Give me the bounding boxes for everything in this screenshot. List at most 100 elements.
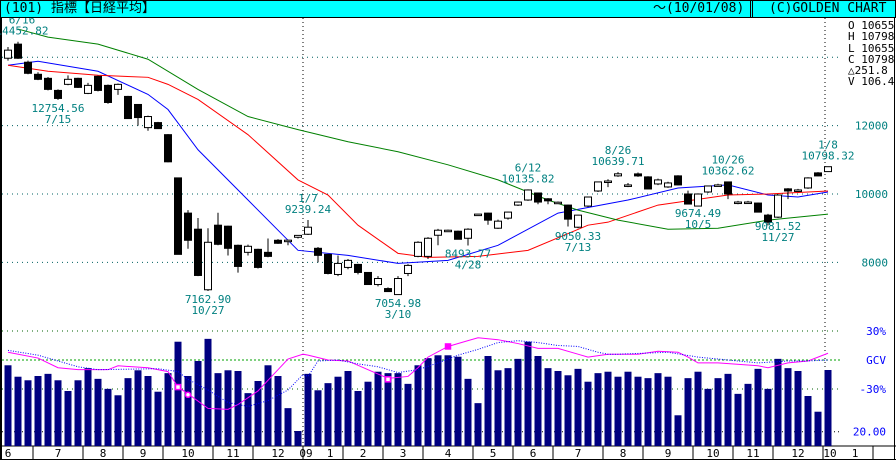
volume-bar [634, 376, 642, 446]
volume-bar [84, 368, 92, 446]
month-label: 1 [852, 447, 859, 460]
month-label: 9 [140, 447, 147, 460]
candle-down [234, 244, 242, 267]
candle-up [84, 84, 92, 94]
change-value: △251.8 [848, 64, 888, 78]
candle-up [794, 189, 802, 192]
volume-bar [354, 391, 362, 446]
price-annotation: 10798.32 [802, 150, 855, 163]
month-label: 10 [823, 447, 836, 460]
volume-bar [794, 371, 802, 446]
volume-bar [664, 376, 672, 446]
volume-bar [494, 370, 502, 446]
moving-average-line [17, 28, 829, 230]
volume-bar [814, 411, 822, 446]
candle-down [274, 239, 282, 244]
candle-up [444, 229, 452, 233]
volume-bar [644, 378, 652, 446]
moving-average-line [7, 64, 829, 258]
price-annotation: 8/26 [605, 144, 632, 157]
price-tick-label: 10000 [855, 188, 888, 201]
candle-down [134, 103, 142, 119]
volume-bar [74, 380, 82, 446]
volume-bar [824, 370, 832, 446]
title-bar: (101) 指標【日経平均】 〜(10/01/08) (C)GOLDEN CHA… [0, 0, 896, 18]
price-annotation: 9050.33 [555, 230, 601, 243]
candle-up [584, 196, 592, 207]
volume-bar [44, 373, 52, 446]
volume-bar [214, 373, 222, 446]
open-value: O 10655 [848, 19, 895, 32]
volume-bar [274, 376, 282, 446]
price-annotation: 10/27 [191, 304, 224, 317]
price-annotation: 1/8 [818, 139, 838, 152]
volume-bar [784, 368, 792, 446]
volume-bar [364, 381, 372, 446]
high-value: H 10798 [848, 30, 895, 44]
volume-bar [514, 358, 522, 446]
candle-down [484, 212, 492, 221]
gcv-cross-marker [174, 383, 182, 391]
volume-bar [104, 388, 112, 446]
volume-value: V 106.4 [848, 75, 895, 89]
volume-tick-label: 20.00 [853, 426, 886, 439]
candle-up [424, 237, 432, 257]
volume-bar [324, 383, 332, 446]
volume-bar [724, 373, 732, 446]
month-label: 4 [445, 447, 452, 460]
candle-up [334, 262, 342, 275]
month-label: 09 [299, 447, 312, 460]
candle-up [804, 177, 812, 189]
volume-bar [654, 373, 662, 446]
price-annotation: 14452.82 [0, 25, 48, 38]
month-label: 3 [400, 447, 407, 460]
candle-down [104, 84, 112, 103]
volume-bar [384, 373, 392, 446]
candle-up [654, 179, 662, 185]
price-tick-label: 12000 [855, 120, 888, 133]
gcv-lines [7, 337, 829, 410]
candle-down [14, 43, 22, 59]
price-annotation: 7/13 [565, 241, 592, 254]
price-annotation: 9081.52 [755, 220, 801, 233]
volume-bar [754, 368, 762, 446]
volume-bar [334, 376, 342, 446]
candle-down [364, 271, 372, 286]
volume-bar [344, 371, 352, 446]
volume-bar [94, 378, 102, 446]
gcv-cross-marker [384, 376, 392, 383]
volume-bar [774, 358, 782, 446]
candle-down [44, 77, 52, 90]
candle-up [734, 201, 742, 205]
volume-bar [14, 376, 22, 446]
candle-up [344, 259, 352, 268]
volume-bar [304, 373, 312, 446]
month-label: 8 [100, 447, 107, 460]
close-value: C 10798 [848, 52, 895, 66]
candle-up [554, 201, 562, 205]
volume-bar [704, 388, 712, 446]
gcv-tick-label: GCV [866, 354, 886, 367]
volume-bar [434, 355, 442, 446]
candle-down [184, 212, 192, 241]
price-annotation: 7162.90 [185, 293, 231, 306]
price-annotation: 10135.82 [502, 172, 555, 185]
volume-bar [424, 358, 432, 446]
price-annotation: 11/27 [761, 231, 794, 244]
candle-up [284, 239, 292, 243]
price-annotation: 9239.24 [285, 203, 332, 216]
volume-bar [524, 341, 532, 446]
candle-up [304, 226, 312, 235]
volume-bar [684, 378, 692, 446]
gcv-cross-marker [184, 391, 192, 399]
volume-bar [184, 376, 192, 446]
candle-down [314, 247, 322, 256]
volume-bar [294, 431, 302, 446]
candle-up [774, 194, 782, 218]
volume-bar [504, 368, 512, 446]
candle-down [74, 77, 82, 88]
candle-up [404, 264, 412, 274]
candle-up [714, 184, 722, 187]
candle-up [394, 278, 402, 296]
